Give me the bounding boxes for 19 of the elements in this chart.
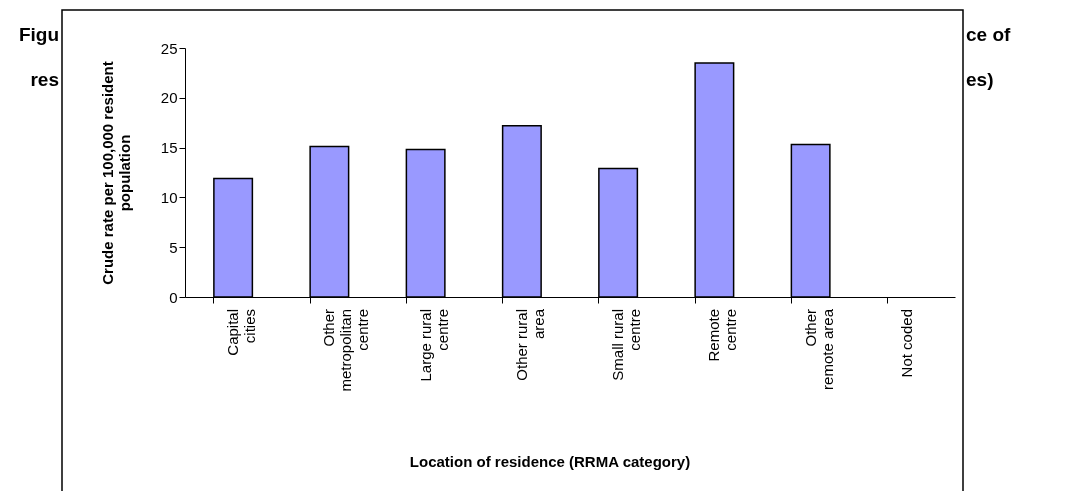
y-tick-label: 10: [160, 188, 178, 206]
text: ce of: [966, 24, 1012, 45]
y-axis-title: Crude rate per 100,000 resident population: [98, 61, 133, 285]
x-tick-label: Small rural centre: [609, 309, 644, 381]
text: res: [30, 69, 59, 90]
x-tick-label: Capital cities: [224, 309, 259, 356]
x-axis-title: Location of residence (RRMA category): [409, 453, 691, 470]
x-tick-label: Other rural area: [512, 308, 547, 381]
y-tick-label: 0: [169, 288, 178, 306]
y-tick-label: 20: [160, 89, 178, 107]
x-tick-label: Large rural centre: [416, 309, 451, 382]
text: Figu: [18, 24, 59, 45]
x-tick-label: Not coded: [897, 309, 915, 378]
y-tick-label: 15: [160, 139, 178, 157]
x-tick-label: Other metropolitan centre: [320, 309, 372, 392]
y-tick-label: 25: [160, 39, 178, 57]
y-tick-label: 5: [169, 238, 178, 256]
x-tick-label: Remote centre: [705, 309, 740, 362]
text: es): [966, 69, 994, 90]
